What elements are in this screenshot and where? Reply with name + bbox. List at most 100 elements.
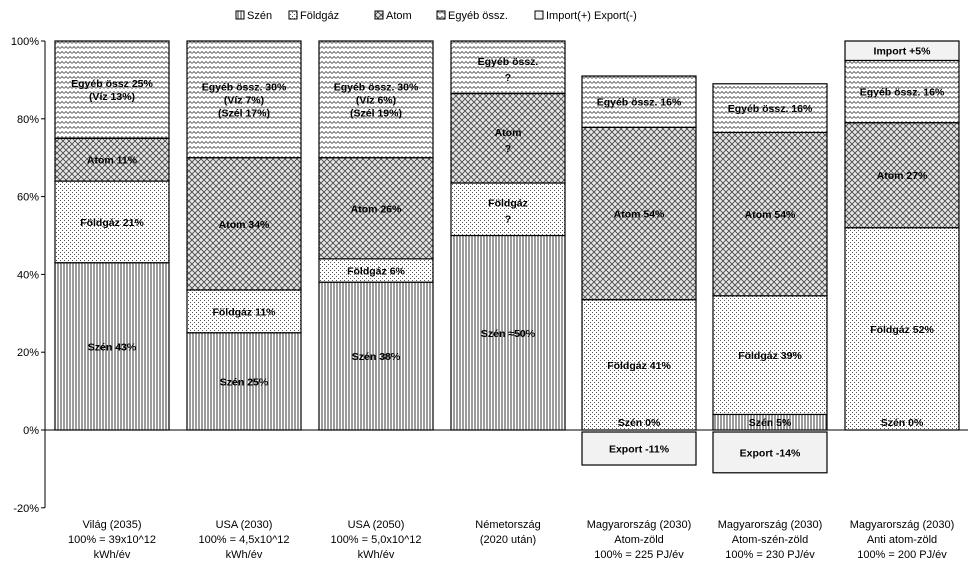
category-label-line: Magyarország (2030) xyxy=(718,519,823,531)
bar-segment-atom xyxy=(844,122,960,229)
category-label-line: 100% = 39x10^12 xyxy=(68,534,156,546)
category-label-2: USA (2030) 100% = 4,5x10^12 kWh/év xyxy=(198,519,289,561)
data-label-foldgaz: ? xyxy=(505,214,511,226)
y-tick-label: 20% xyxy=(17,347,39,359)
category-label-7: Magyarország (2030) Anti atom-zöld 100% = … xyxy=(850,519,955,561)
category-label-line: Világ (2035) xyxy=(82,519,141,531)
bar-segment-egyeb xyxy=(844,59,960,124)
category-label-line: USA (2050) xyxy=(348,519,405,531)
category-label-line: kWh/év xyxy=(358,549,395,561)
data-label-szen: Szén 0% xyxy=(618,417,661,429)
data-label-egyeb: Egyéb össz. 16% xyxy=(597,97,682,109)
y-tick-label: 80% xyxy=(17,114,39,126)
legend-item-foldgaz: Földgáz xyxy=(288,10,339,22)
legend-swatch-foldgaz xyxy=(288,10,298,20)
data-label-egyeb: Egyéb össz. xyxy=(478,56,539,68)
bar-segment-import xyxy=(844,40,960,62)
data-label-egyeb: Egyéb össz. 16% xyxy=(728,103,813,115)
category-label-1: Világ (2035) 100% = 39x10^12 kWh/év xyxy=(68,519,156,561)
data-label-foldgaz: Földgáz 21% xyxy=(80,217,144,229)
data-label-atom: Atom 54% xyxy=(614,209,665,221)
legend-item-egyeb: Egyéb össz. xyxy=(436,10,508,22)
data-label-import: Export -11% xyxy=(609,444,670,456)
data-label-egyeb: (Víz 13%) xyxy=(89,91,135,103)
data-label-egyeb: Egyéb össz. 30% xyxy=(334,81,419,93)
data-label-szen: Szén 0% xyxy=(881,417,924,429)
y-tick-label: 60% xyxy=(17,192,39,204)
category-label-line: kWh/év xyxy=(226,549,263,561)
data-label-szen: Szén 38% xyxy=(352,351,401,363)
bar-1: Szén 43% Földgáz 21% Atom 11% Egyéb össz 25… xyxy=(54,40,170,431)
category-label-line: 100% = 225 PJ/év xyxy=(594,549,684,561)
category-label-6: Magyarország (2030) Atom-szén-zöld 100% = … xyxy=(718,519,823,561)
data-label-foldgaz: Földgáz 41% xyxy=(607,360,671,372)
category-label-3: USA (2050) 100% = 5,0x10^12 kWh/év xyxy=(330,519,421,561)
legend-label-egyeb: Egyéb össz. xyxy=(448,10,508,22)
data-label-egyeb: (Szél 19%) xyxy=(350,107,402,119)
y-tick-label: 0% xyxy=(23,425,39,437)
data-label-foldgaz: Földgáz 6% xyxy=(347,266,405,278)
y-tick-label: 100% xyxy=(11,36,39,48)
data-label-foldgaz: Földgáz 11% xyxy=(212,306,276,318)
legend-swatch-atom xyxy=(374,10,384,20)
data-label-egyeb: (Szél 17%) xyxy=(218,107,270,119)
bar-segment-import xyxy=(712,431,828,474)
category-label-line: Magyarország (2030) xyxy=(587,519,692,531)
bar-5: Szén 0% Földgáz 41% Atom 54% Egyéb össz. 16… xyxy=(581,75,697,466)
bar-segment-foldgaz xyxy=(712,295,828,416)
category-label-5: Magyarország (2030) Atom-zöld 100% = 225 P… xyxy=(587,519,692,561)
bar-segment-egyeb xyxy=(712,83,828,134)
bar-2: Szén 25% Földgáz 11% Atom 34% Egyéb össz. 3… xyxy=(186,40,302,431)
bar-segment-foldgaz xyxy=(450,182,566,237)
data-label-szen: Szén ≈50% xyxy=(481,328,536,340)
data-label-atom: Atom 11% xyxy=(87,155,138,167)
bar-6: Szén 5% Földgáz 39% Atom 54% Egyéb össz. 16… xyxy=(712,83,828,474)
data-label-atom: ? xyxy=(505,143,511,155)
bar-segment-egyeb xyxy=(450,40,566,95)
bar-3: Szén 38% Földgáz 6% Atom 26% Egyéb össz. 30… xyxy=(318,40,434,431)
category-label-line: 100% = 200 PJ/év xyxy=(857,549,947,561)
data-label-atom: Atom 26% xyxy=(351,203,402,215)
bar-segment-szen xyxy=(186,332,302,431)
legend-label-import: Import(+) Export(-) xyxy=(546,10,637,22)
category-label-line: 100% = 4,5x10^12 xyxy=(198,534,289,546)
data-label-atom: Atom 54% xyxy=(745,209,796,221)
data-label-egyeb: Egyéb össz. 16% xyxy=(860,87,945,99)
category-label-line: Atom-zöld xyxy=(614,534,664,546)
y-tick-label: 40% xyxy=(17,269,39,281)
legend-label-szen: Szén xyxy=(247,10,272,22)
bar-segment-egyeb xyxy=(54,40,170,139)
bar-segment-atom xyxy=(712,131,828,297)
bar-segment-import xyxy=(581,431,697,466)
bar-segment-szen xyxy=(318,281,434,431)
category-label-line: USA (2030) xyxy=(216,519,273,531)
category-label-line: (2020 után) xyxy=(480,534,536,546)
bar-segment-atom xyxy=(581,126,697,301)
bars: Szén 43% Földgáz 21% Atom 11% Egyéb össz 25… xyxy=(54,40,960,474)
data-label-import: Export -14% xyxy=(740,447,801,459)
data-label-egyeb: ? xyxy=(505,72,511,84)
legend-swatch-szen xyxy=(235,10,245,20)
data-label-szen: Szén 43% xyxy=(88,341,137,353)
bar-segment-foldgaz xyxy=(844,227,960,431)
legend: Szén Földgáz Atom Egyéb össz. Import(+) Expo… xyxy=(235,10,637,22)
bar-segment-egyeb xyxy=(318,40,434,159)
legend-item-szen: Szén xyxy=(235,10,272,22)
bar-4: Szén ≈50% Földgáz? Atom? Egyéb össz.? xyxy=(450,40,566,431)
bar-segment-foldgaz xyxy=(581,299,697,431)
category-label-line: Atom-szén-zöld xyxy=(732,534,808,546)
data-label-import: Import +5% xyxy=(874,46,932,58)
data-label-foldgaz: Földgáz 52% xyxy=(870,324,934,336)
legend-swatch-import xyxy=(534,10,544,20)
data-label-atom: Atom xyxy=(495,127,522,139)
bar-segment-egyeb xyxy=(186,40,302,159)
bar-segment-atom xyxy=(318,157,434,260)
category-label-line: Magyarország (2030) xyxy=(850,519,955,531)
data-label-szen: Szén 5% xyxy=(749,417,792,429)
legend-swatch-egyeb xyxy=(436,10,446,20)
bar-segment-atom xyxy=(54,137,170,182)
bar-segment-egyeb xyxy=(581,75,697,128)
data-label-szen: Szén 25% xyxy=(220,376,269,388)
